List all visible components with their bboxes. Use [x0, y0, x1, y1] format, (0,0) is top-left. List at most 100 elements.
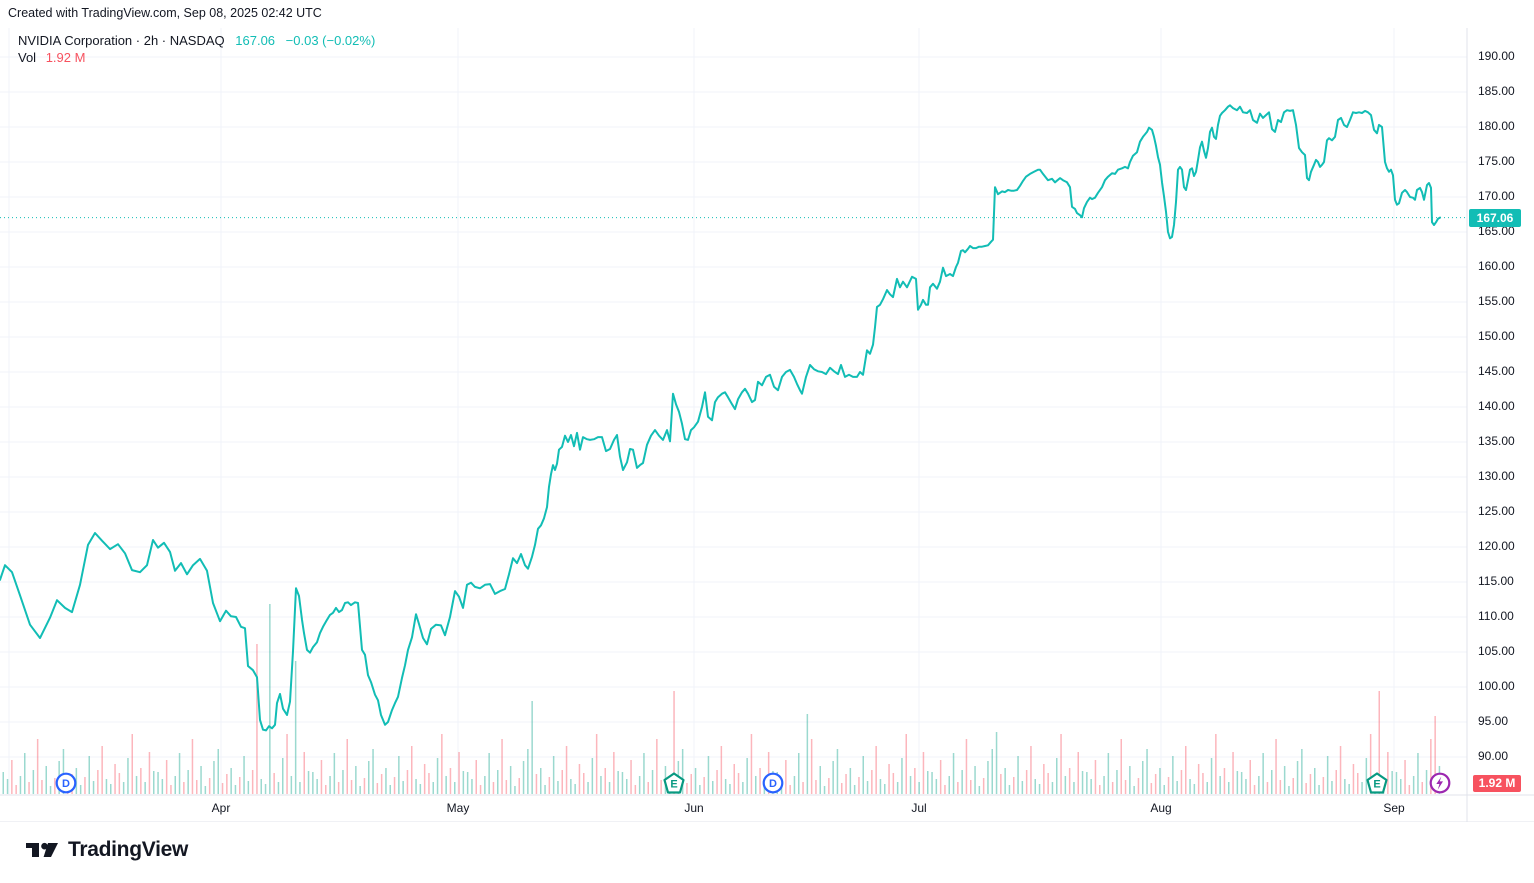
volume-bar: [92, 781, 95, 794]
volume-bar: [608, 782, 611, 794]
volume-bar: [828, 778, 830, 794]
volume-bar: [316, 779, 318, 794]
volume-bar: [75, 768, 78, 794]
tradingview-logo[interactable]: TradingView: [24, 836, 188, 864]
volume-bar: [1124, 780, 1127, 794]
volume-bar: [170, 785, 172, 794]
volume-bar: [974, 766, 976, 794]
price-tick-label: 125.00: [1478, 504, 1515, 518]
volume-bar: [759, 768, 761, 794]
price-tick-label: 190.00: [1478, 49, 1515, 63]
volume-bar: [54, 778, 56, 794]
volume-bar: [475, 760, 477, 794]
dividend-marker[interactable]: D: [762, 772, 784, 794]
volume-bar: [200, 766, 202, 794]
volume-bar: [1090, 779, 1092, 794]
volume-bar: [1391, 771, 1393, 794]
volume-bar: [277, 782, 280, 794]
volume-bar: [944, 785, 946, 794]
volume-bar: [552, 756, 555, 794]
legend: NVIDIA Corporation · 2h · NASDAQ 167.06 …: [18, 32, 375, 66]
volume-bar: [1180, 770, 1183, 794]
volume-bar: [282, 758, 284, 794]
volume-bar: [290, 776, 293, 794]
volume-bar: [303, 752, 305, 794]
volume-bar: [595, 734, 598, 794]
volume-bar: [406, 770, 409, 794]
volume-bar: [1176, 781, 1178, 794]
dividend-marker[interactable]: D: [55, 772, 77, 794]
volume-bar: [88, 756, 90, 794]
volume-bar: [699, 785, 701, 794]
chart-canvas[interactable]: D E D E NVIDIA Corporation · 2h · NASDAQ 16…: [0, 0, 1534, 822]
volume-bar: [789, 785, 791, 794]
volume-bar: [978, 786, 981, 794]
volume-bar: [1309, 774, 1312, 794]
volume-bar: [1262, 753, 1264, 794]
volume-bar: [15, 785, 17, 794]
volume-bar: [174, 776, 176, 794]
volume-bar: [514, 786, 516, 794]
volume-bar: [105, 779, 108, 794]
volume-bar: [187, 770, 189, 794]
symbol-title[interactable]: NVIDIA Corporation · 2h · NASDAQ: [18, 33, 225, 48]
volume-bar: [1296, 761, 1299, 794]
volume-bar: [1116, 770, 1118, 794]
volume-bar: [1017, 756, 1019, 794]
volume-bar: [36, 739, 39, 794]
flash-marker[interactable]: [1429, 772, 1451, 794]
volume-bar: [1326, 756, 1329, 794]
volume-bar: [505, 780, 508, 794]
volume-bar: [1038, 784, 1041, 794]
volume-bar: [871, 770, 873, 794]
volume-bar: [1240, 772, 1243, 794]
volume-bar: [260, 779, 262, 794]
volume-bar: [1305, 783, 1307, 794]
price-tick-label: 130.00: [1478, 469, 1515, 483]
volume-bar: [729, 784, 731, 794]
volume-bar: [1167, 777, 1170, 794]
volume-bar: [1253, 785, 1256, 794]
volume-bar: [363, 778, 366, 794]
volume-bar: [896, 782, 899, 794]
volume-bar: [286, 734, 288, 794]
volume-bar: [561, 770, 563, 794]
volume-bar: [423, 764, 426, 794]
volume-bar: [350, 780, 353, 794]
volume-bar: [380, 774, 383, 794]
volume-bar: [1434, 716, 1436, 794]
volume-bar: [970, 780, 972, 794]
volume-bar: [948, 776, 950, 794]
volume-bar: [256, 644, 258, 794]
price-axis[interactable]: 190.00 185.00 180.00 175.00 170.00 165.00 160.…: [1467, 28, 1534, 795]
volume-bar: [484, 776, 486, 794]
volume-bar: [441, 734, 443, 794]
volume-bar: [419, 784, 422, 794]
volume-bar: [853, 785, 856, 794]
earnings-marker[interactable]: E: [663, 772, 685, 794]
volume-bar: [1137, 778, 1140, 794]
volume-bar: [234, 785, 237, 794]
earnings-marker[interactable]: E: [1366, 772, 1388, 794]
volume-bar: [1103, 776, 1105, 794]
volume-bar: [1081, 771, 1084, 794]
price-tick-label: 175.00: [1478, 154, 1515, 168]
volume-bar: [114, 764, 116, 794]
volume-bar: [1288, 786, 1290, 794]
volume-bar: [1275, 739, 1277, 794]
volume-bar: [952, 753, 955, 794]
volume-bar: [1339, 746, 1342, 794]
tradingview-logo-icon: [26, 842, 58, 857]
volume-bar: [621, 772, 624, 794]
time-axis[interactable]: Apr May Jun Jul Aug Sep: [0, 795, 1534, 822]
price-line: [0, 104, 1441, 732]
volume-bar: [342, 770, 344, 794]
volume-bar: [587, 782, 589, 794]
volume-bar: [836, 749, 839, 794]
volume-bar: [643, 753, 645, 794]
volume-bar: [879, 779, 882, 794]
volume-bar: [118, 773, 121, 794]
volume-bar: [905, 734, 907, 794]
price-tick-label: 105.00: [1478, 644, 1515, 658]
